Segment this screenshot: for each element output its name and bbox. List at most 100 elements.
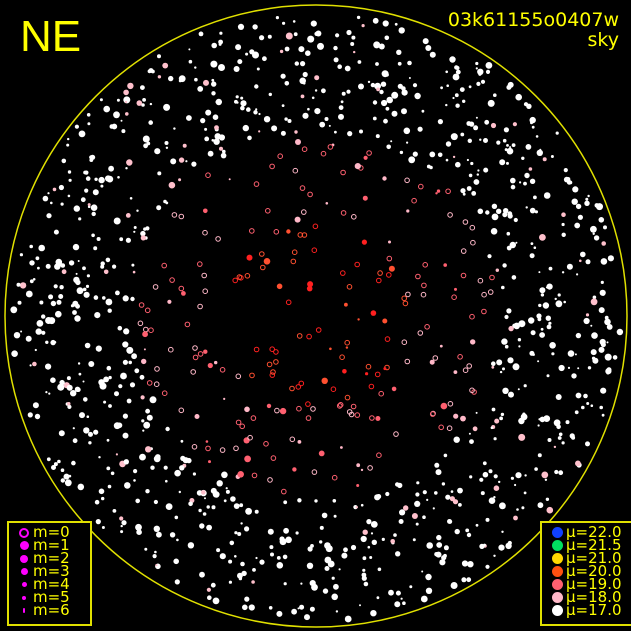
star-marker	[50, 377, 56, 384]
star-marker	[50, 201, 53, 205]
star-marker	[162, 62, 169, 69]
star-marker	[331, 474, 338, 481]
star-marker	[603, 225, 607, 230]
star-marker	[536, 149, 543, 156]
star-marker	[145, 446, 152, 453]
star-marker	[292, 20, 296, 23]
star-marker	[340, 270, 346, 276]
star-marker	[242, 604, 248, 611]
star-marker	[338, 568, 341, 571]
star-marker	[205, 172, 211, 178]
star-marker	[68, 178, 72, 182]
star-marker	[67, 137, 70, 141]
star-marker	[68, 260, 75, 266]
star-marker	[590, 349, 597, 356]
star-marker	[215, 236, 221, 242]
star-marker	[229, 540, 235, 546]
star-marker	[590, 298, 598, 306]
star-marker	[146, 380, 153, 386]
star-marker	[56, 299, 62, 305]
star-marker	[365, 363, 372, 370]
star-marker	[228, 559, 233, 564]
star-marker	[344, 339, 351, 346]
star-marker	[321, 88, 326, 94]
star-marker	[204, 497, 206, 500]
star-marker	[541, 471, 549, 479]
star-marker	[539, 332, 545, 338]
star-marker	[141, 419, 145, 423]
star-marker	[520, 413, 528, 421]
star-marker	[83, 291, 90, 298]
star-marker	[274, 407, 280, 414]
star-marker	[523, 491, 527, 495]
star-marker	[125, 213, 131, 218]
star-marker	[35, 256, 40, 261]
star-marker	[372, 116, 377, 121]
star-marker	[259, 559, 265, 565]
star-marker	[25, 335, 32, 342]
star-marker	[553, 445, 557, 449]
star-marker	[425, 573, 432, 581]
star-marker	[130, 296, 135, 302]
star-marker	[208, 460, 211, 464]
star-marker	[297, 232, 304, 238]
star-marker	[27, 412, 33, 418]
star-marker	[72, 310, 77, 315]
star-marker	[333, 583, 339, 590]
star-marker	[127, 82, 134, 90]
star-marker	[203, 349, 208, 354]
star-marker	[250, 415, 257, 421]
star-marker	[269, 163, 275, 170]
star-marker	[293, 32, 298, 37]
star-marker	[483, 167, 489, 173]
star-marker	[488, 469, 493, 474]
star-marker	[332, 499, 337, 503]
star-marker	[466, 363, 473, 369]
star-marker	[561, 232, 566, 237]
star-marker	[219, 447, 226, 453]
star-marker	[574, 410, 579, 415]
star-marker	[199, 571, 205, 578]
star-marker	[485, 564, 490, 569]
star-marker	[575, 392, 582, 399]
star-marker	[530, 330, 536, 336]
star-marker	[471, 191, 477, 196]
star-marker	[376, 277, 382, 284]
star-marker	[395, 590, 401, 596]
star-marker	[605, 368, 612, 375]
star-marker	[48, 392, 51, 395]
star-marker	[276, 610, 283, 617]
star-marker	[585, 441, 590, 447]
star-marker	[477, 277, 484, 284]
star-marker	[123, 328, 130, 335]
star-marker	[16, 282, 21, 287]
star-marker	[165, 503, 173, 510]
star-marker	[299, 185, 306, 191]
star-marker	[591, 332, 598, 339]
star-marker	[13, 332, 21, 339]
star-marker	[205, 445, 211, 452]
star-marker	[437, 119, 443, 125]
star-marker	[176, 538, 179, 542]
star-marker	[404, 177, 410, 184]
star-marker	[466, 158, 469, 162]
star-marker	[462, 367, 469, 374]
star-marker	[114, 391, 119, 397]
star-marker	[599, 405, 603, 410]
star-marker	[123, 89, 129, 96]
star-marker	[411, 197, 417, 204]
star-marker	[521, 156, 525, 160]
star-marker	[122, 359, 128, 365]
star-marker	[106, 466, 111, 471]
star-marker	[137, 320, 144, 327]
star-marker	[376, 596, 380, 600]
star-marker	[555, 300, 563, 308]
star-marker	[259, 35, 265, 41]
star-marker	[219, 31, 223, 35]
star-marker	[459, 87, 465, 92]
star-marker	[502, 212, 508, 218]
star-marker	[170, 158, 177, 165]
star-marker	[96, 237, 101, 241]
star-marker	[450, 490, 454, 493]
star-marker	[399, 150, 404, 155]
